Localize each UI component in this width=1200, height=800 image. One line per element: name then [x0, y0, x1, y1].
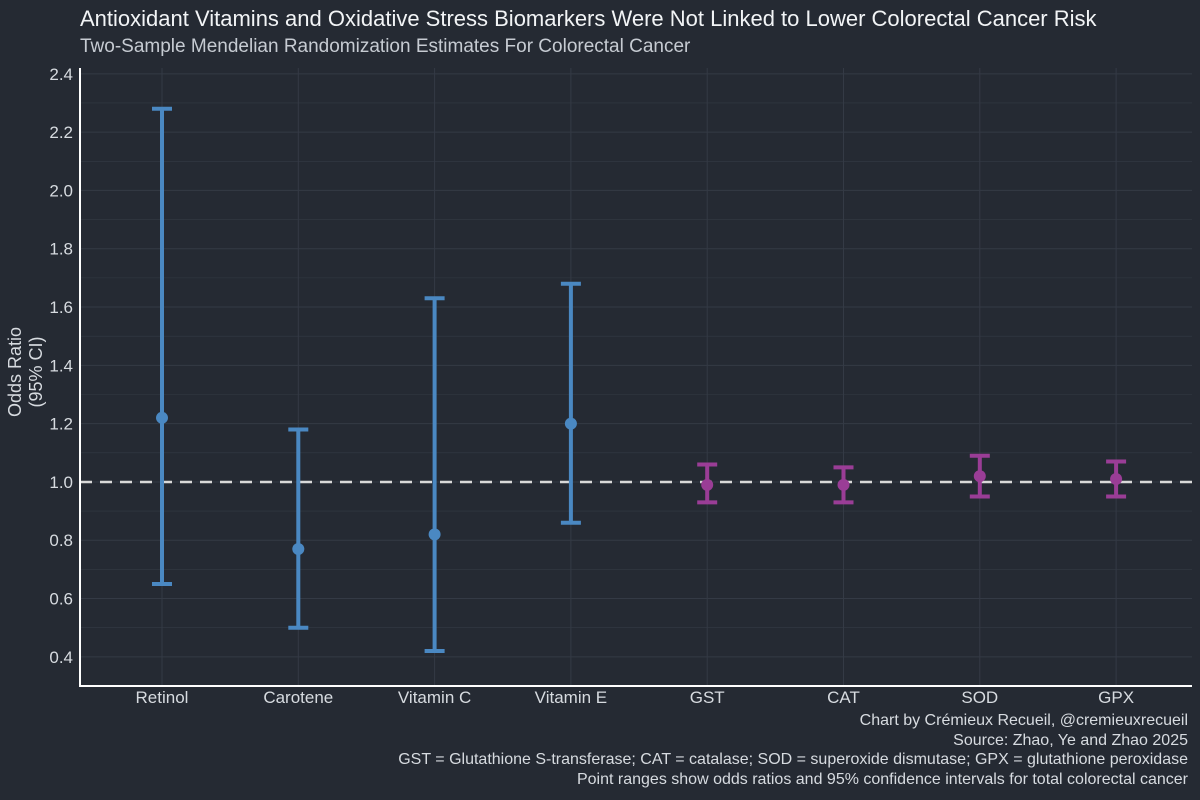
pointrange-gpx	[1106, 459, 1127, 499]
chart-title: Antioxidant Vitamins and Oxidative Stres…	[80, 6, 1097, 31]
y-tick-label: 0.4	[49, 648, 73, 667]
pointrange-carotene	[288, 427, 309, 630]
grid-lines	[80, 68, 1192, 686]
point-estimate-gpx	[1110, 473, 1123, 486]
point-estimate-cat	[837, 478, 850, 491]
x-tick-label: SOD	[961, 688, 998, 707]
x-tick-labels: Retinol Carotene Vitamin C Vitamin E GST CAT S…	[136, 688, 1135, 707]
chart-subtitle: Two-Sample Mendelian Randomization Estim…	[80, 36, 691, 57]
pointrange-vitamin-c	[424, 296, 445, 654]
point-estimate-vitamin-c	[428, 528, 441, 541]
y-axis-title-line-2: (95% CI)	[26, 336, 46, 408]
pointrange-gst	[697, 462, 718, 505]
y-axis-title: Odds Ratio (95% CI)	[5, 327, 47, 417]
pointrange-vitamin-e	[560, 281, 581, 525]
x-tick-label: Retinol	[136, 688, 189, 707]
pointrange-sod	[969, 453, 990, 499]
x-tick-label: GPX	[1098, 688, 1134, 707]
pointrange-cat	[833, 465, 854, 505]
point-estimate-gst	[701, 478, 714, 491]
y-tick-label: 0.8	[49, 531, 73, 550]
y-tick-label: 0.6	[49, 590, 73, 609]
point-estimate-carotene	[292, 542, 305, 555]
point-estimate-retinol	[156, 411, 168, 424]
x-tick-label: Vitamin C	[398, 688, 471, 707]
y-tick-label: 1.2	[49, 415, 73, 434]
x-tick-label: Vitamin E	[535, 688, 607, 707]
y-tick-label: 2.2	[49, 123, 73, 142]
y-tick-label: 1.0	[49, 473, 73, 492]
y-tick-labels: 0.4 0.6 0.8 1.0 1.2 1.4 1.6 1.8 2.0 2.2 2.4	[49, 65, 73, 667]
point-estimate-sod	[973, 470, 986, 483]
point-ranges	[152, 106, 1127, 654]
y-tick-label: 1.6	[49, 298, 73, 317]
footnote-method: Point ranges show odds ratios and 95% co…	[576, 770, 1188, 788]
y-tick-label: 1.8	[49, 240, 73, 259]
x-tick-label: Carotene	[263, 688, 333, 707]
y-tick-label: 2.0	[49, 181, 73, 200]
y-tick-label: 2.4	[49, 65, 73, 84]
y-tick-label: 1.4	[49, 356, 73, 375]
footnotes: Chart by Crémieux Recueil, @cremieuxrecu…	[398, 711, 1188, 789]
y-axis-title-line-1: Odds Ratio	[5, 326, 25, 418]
point-estimate-vitamin-e	[564, 417, 577, 430]
footnote-abbreviations: GST = Glutathione S-transferase; CAT = c…	[398, 751, 1188, 768]
pointrange-retinol	[152, 106, 172, 586]
footnote-source: Source: Zhao, Ye and Zhao 2025	[953, 731, 1188, 749]
x-tick-label: CAT	[827, 688, 860, 707]
footnote-credit: Chart by Crémieux Recueil, @cremieuxrecu…	[859, 712, 1188, 729]
x-tick-label: GST	[690, 688, 725, 707]
